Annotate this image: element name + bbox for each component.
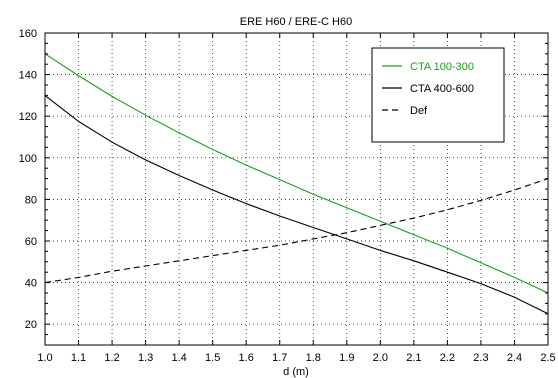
legend: CTA 100-300 CTA 400-600 Def xyxy=(371,47,505,143)
y-tick-label: 160 xyxy=(19,28,37,40)
x-tick-label: 2.5 xyxy=(540,352,555,364)
x-tick-label: 2.1 xyxy=(406,352,421,364)
x-tick-label: 1.5 xyxy=(205,352,220,364)
series-line-cta-400-600 xyxy=(44,94,549,315)
x-tick-label: 1.1 xyxy=(71,352,86,364)
y-tick-label: 120 xyxy=(19,111,37,123)
series-line-def xyxy=(44,178,549,284)
x-tick-label: 2.0 xyxy=(373,352,388,364)
legend-label: CTA 400-600 xyxy=(410,83,474,95)
x-tick-label: 1.0 xyxy=(37,352,52,364)
ticks: 1.0 1.1 1.2 1.3 1.4 1.5 1.6 1.7 1.8 1.9 2.0 2.1 2.2 2… xyxy=(19,28,556,364)
chart-title: ERE H60 / ERE-C H60 xyxy=(240,16,352,28)
series-lines xyxy=(44,53,549,315)
legend-label: Def xyxy=(410,105,428,117)
x-tick-label: 1.7 xyxy=(272,352,287,364)
legend-label: CTA 100-300 xyxy=(410,61,474,73)
x-tick-label: 1.8 xyxy=(306,352,321,364)
x-tick-label: 1.3 xyxy=(138,352,153,364)
y-tick-label: 20 xyxy=(25,319,37,331)
x-tick-label: 1.4 xyxy=(171,352,186,364)
x-tick-label: 1.6 xyxy=(239,352,254,364)
x-tick-label: 1.2 xyxy=(104,352,119,364)
x-axis-label: d (m) xyxy=(283,366,309,378)
x-tick-label: 2.4 xyxy=(507,352,522,364)
x-tick-label: 2.3 xyxy=(473,352,488,364)
y-tick-label: 100 xyxy=(19,153,37,165)
y-tick-label: 140 xyxy=(19,70,37,82)
y-tick-label: 80 xyxy=(25,194,37,206)
x-tick-label: 1.9 xyxy=(339,352,354,364)
legend-box xyxy=(371,47,505,143)
y-tick-label: 60 xyxy=(25,236,37,248)
y-tick-label: 40 xyxy=(25,278,37,290)
series-line-cta-100-300 xyxy=(44,53,549,294)
x-tick-label: 2.2 xyxy=(440,352,455,364)
